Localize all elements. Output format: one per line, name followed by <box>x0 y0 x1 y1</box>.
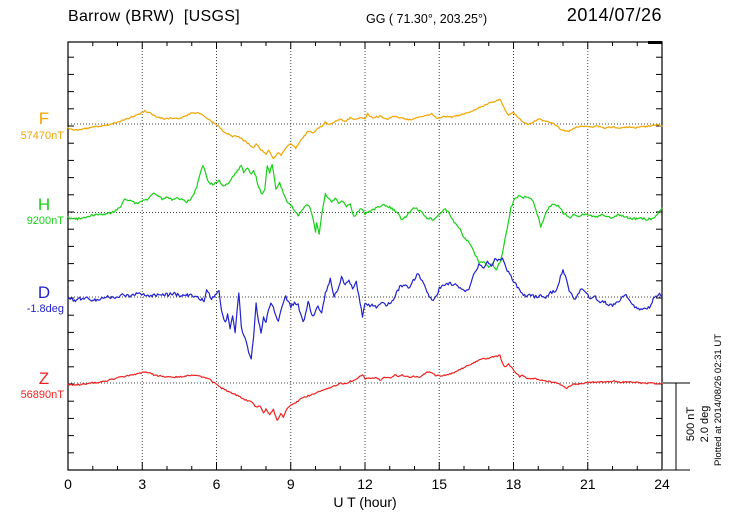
x-tick-label: 0 <box>64 476 72 492</box>
channel-baseline-value-H: 9200nT <box>26 215 64 227</box>
channel-letter-Z: Z <box>38 369 50 388</box>
channel-letter-H: H <box>37 195 51 214</box>
scale-bar-deg-label: 2.0 deg <box>698 405 711 443</box>
x-tick-label: 9 <box>286 476 295 492</box>
channel-baseline-value-Z: 56890nT <box>20 389 64 401</box>
x-tick-label: 6 <box>212 476 221 492</box>
x-tick-label: 24 <box>654 476 670 492</box>
x-tick-label: 3 <box>138 476 147 492</box>
scale-bar-labels: 500 nT 2.0 deg <box>685 389 713 459</box>
plot-date: 2014/07/26 <box>566 5 662 25</box>
channel-letter-F: F <box>38 109 50 128</box>
scale-bar-nt-label: 500 nT <box>685 406 697 442</box>
x-tick-label: 12 <box>357 476 373 492</box>
channel-baseline-value-D: -1.8deg <box>26 303 64 315</box>
x-tick-label: 18 <box>505 476 522 492</box>
station-title: Barrow (BRW) [USGS] <box>68 8 240 25</box>
x-axis-label: U T (hour) <box>333 494 397 510</box>
geographic-coordinates: GG ( 71.30°, 203.25°) <box>366 12 488 26</box>
channel-baseline-value-F: 57470nT <box>20 130 64 142</box>
channel-letter-D: D <box>37 283 51 302</box>
plotted-at-note: Plotted at 2014/08/26 02:31 UT <box>713 333 724 467</box>
x-tick-label: 15 <box>431 476 448 492</box>
x-tick-label: 21 <box>579 476 596 492</box>
